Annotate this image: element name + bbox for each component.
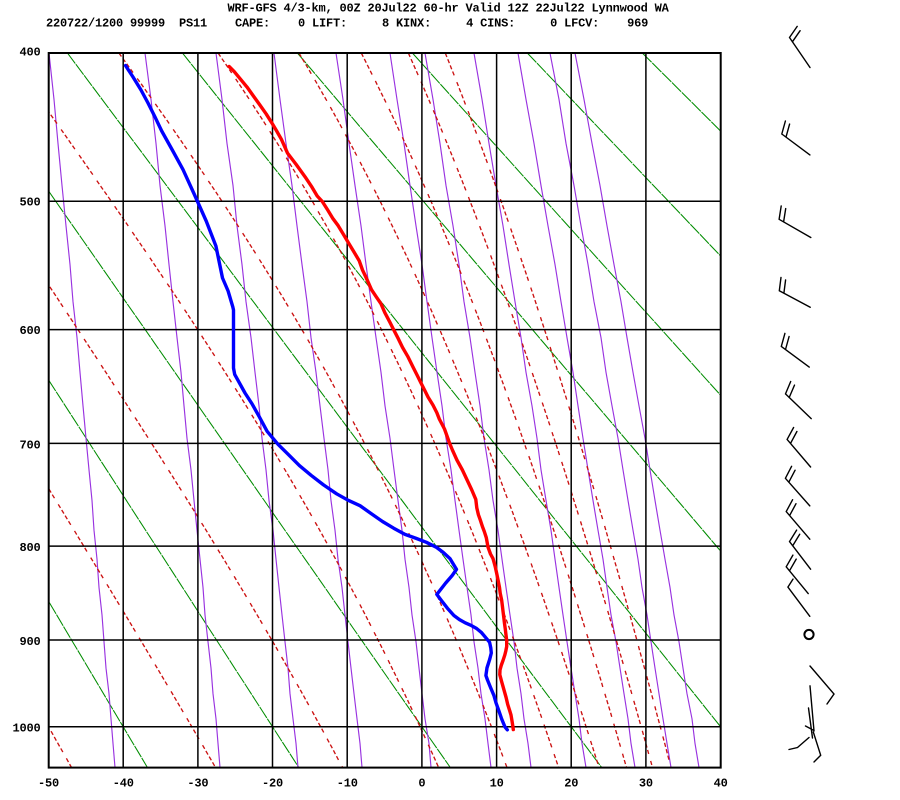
svg-text:500: 500: [19, 196, 40, 210]
svg-text:-30: -30: [187, 777, 208, 791]
svg-text:-20: -20: [262, 777, 283, 791]
svg-text:220722/1200 99999 PS11 CAP: 220722/1200 99999 PS11 CAPE: 0 LIFT: 8 K…: [46, 17, 648, 31]
svg-text:400: 400: [19, 45, 40, 59]
svg-text:30: 30: [639, 777, 653, 791]
svg-text:800: 800: [19, 541, 40, 555]
svg-text:WRF-GFS 4/3-km, 00Z 20Jul22 60: WRF-GFS 4/3-km, 00Z 20Jul22 60-hr Valid …: [228, 2, 670, 16]
svg-text:700: 700: [19, 438, 40, 452]
svg-text:20: 20: [564, 777, 578, 791]
svg-text:10: 10: [490, 777, 504, 791]
svg-text:900: 900: [19, 635, 40, 649]
svg-text:-40: -40: [113, 777, 134, 791]
svg-text:40: 40: [714, 777, 728, 791]
svg-text:-10: -10: [337, 777, 358, 791]
svg-text:600: 600: [19, 324, 40, 338]
svg-text:0: 0: [418, 777, 425, 791]
svg-text:1000: 1000: [12, 721, 40, 735]
svg-text:-50: -50: [38, 777, 59, 791]
